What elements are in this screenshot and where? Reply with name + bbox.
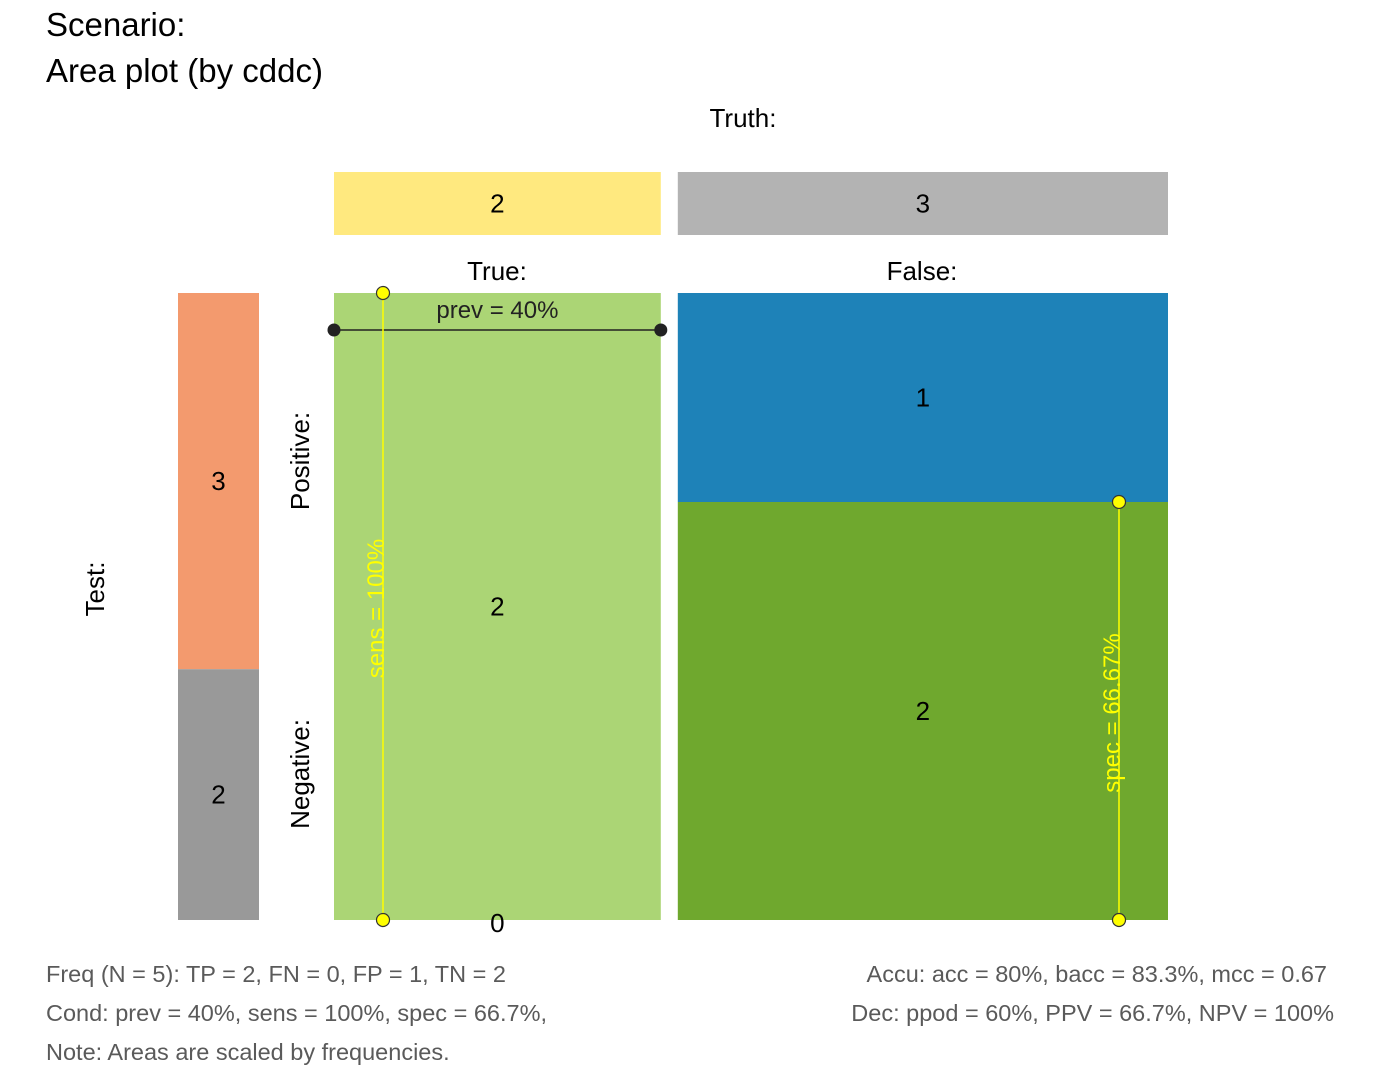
footer-cond: Cond: prev = 40%, sens = 100%, spec = 66… bbox=[46, 1000, 547, 1026]
cell-fn-label: 0 bbox=[490, 908, 504, 938]
cell-fp-label: 1 bbox=[916, 383, 930, 413]
footer-dec: Dec: ppod = 60%, PPV = 66.7%, NPV = 100% bbox=[851, 1000, 1334, 1026]
test-bar-negative-label: 2 bbox=[211, 780, 225, 810]
chart-title-line1: Scenario: bbox=[46, 6, 186, 43]
test-bar-positive-label: 3 bbox=[211, 466, 225, 496]
truth-bar-true-label: 2 bbox=[490, 189, 504, 219]
truth-bar-false-label: 3 bbox=[916, 189, 930, 219]
true-column-label: True: bbox=[467, 256, 527, 286]
sens-point-top bbox=[375, 285, 391, 301]
spec-point-bottom bbox=[1111, 912, 1127, 928]
positive-row-label: Positive: bbox=[285, 412, 315, 510]
footer-freq: Freq (N = 5): TP = 2, FN = 0, FP = 1, TN… bbox=[46, 961, 506, 987]
truth-bar-true bbox=[334, 172, 661, 235]
sens-label: sens = 100% bbox=[363, 539, 390, 678]
cell-tp-label: 2 bbox=[490, 592, 504, 622]
cell-tp bbox=[334, 293, 661, 920]
false-column-label: False: bbox=[887, 256, 958, 286]
cell-tn-label: 2 bbox=[916, 696, 930, 726]
negative-row-label: Negative: bbox=[285, 719, 315, 829]
cell-fp bbox=[677, 293, 1168, 502]
footer-note: Note: Areas are scaled by frequencies. bbox=[46, 1039, 450, 1065]
prev-label: prev = 40% bbox=[436, 297, 558, 324]
spec-label: spec = 66.67% bbox=[1099, 633, 1126, 792]
chart-title-line2: Area plot (by cddc) bbox=[46, 52, 323, 89]
test-label: Test: bbox=[80, 562, 110, 617]
prev-point-left bbox=[327, 323, 341, 337]
footer-accu: Accu: acc = 80%, bacc = 83.3%, mcc = 0.6… bbox=[866, 961, 1327, 987]
spec-point-top bbox=[1111, 494, 1127, 510]
truth-bar-false bbox=[677, 172, 1168, 235]
prev-point-right bbox=[654, 323, 668, 337]
truth-label: Truth: bbox=[710, 103, 777, 133]
sens-point-bottom bbox=[375, 912, 391, 928]
test-bar-negative bbox=[178, 669, 259, 920]
cell-tn bbox=[677, 502, 1168, 920]
test-bar-positive bbox=[178, 293, 259, 670]
